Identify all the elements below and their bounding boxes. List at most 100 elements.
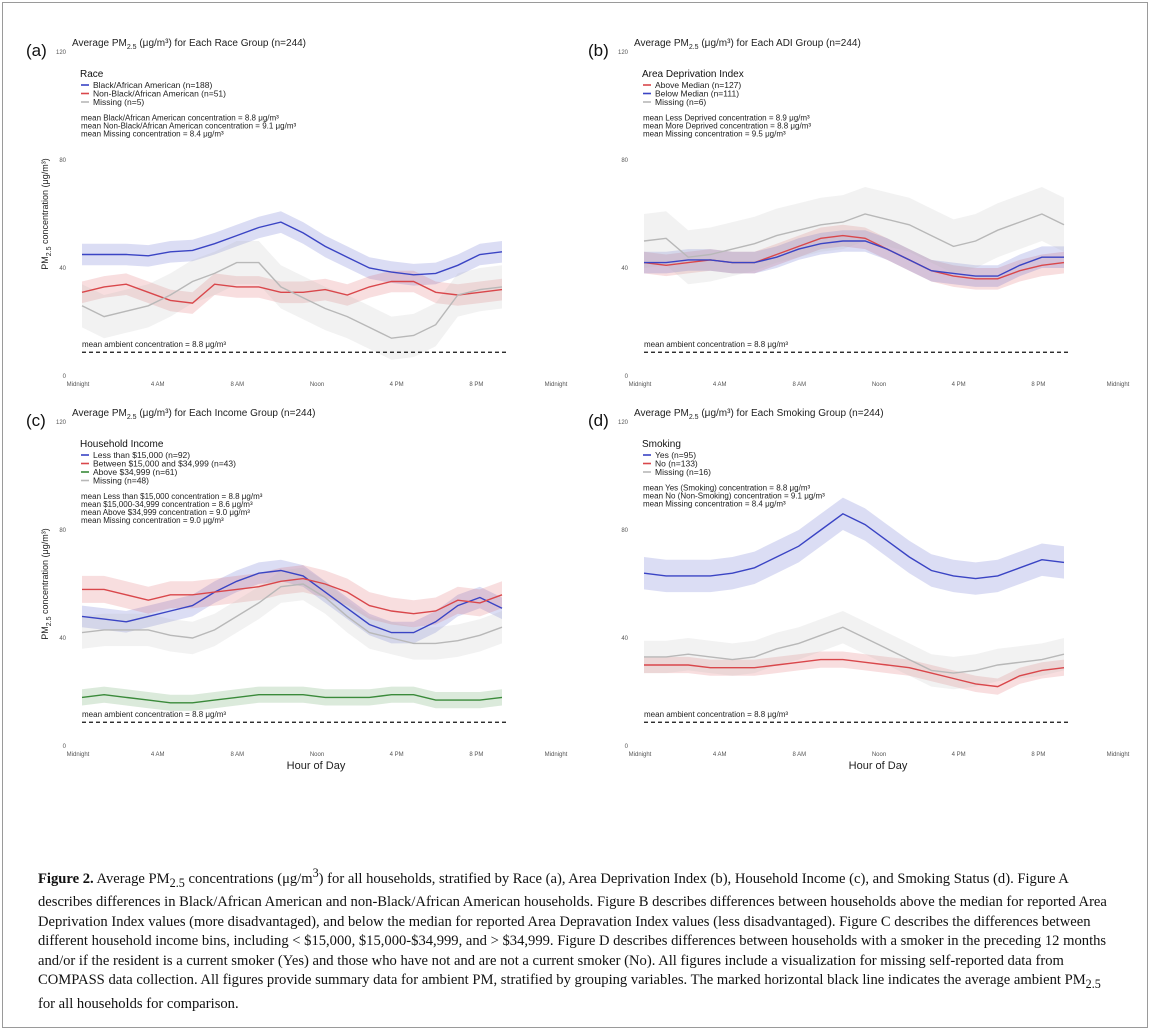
panel-title-part: (μg/m³) for Each Race Group (n=244) (137, 38, 306, 49)
mean-annotation: mean Less Deprived concentration = 8.9 μ… (643, 114, 810, 123)
x-tick-label: 4 PM (952, 382, 966, 388)
panel-title-part: Average PM (634, 408, 689, 419)
x-tick-label: 4 PM (390, 382, 404, 388)
legend-entry: Above $34,999 (n=61) (93, 467, 178, 477)
ambient-label: mean ambient concentration = 8.8 μg/m³ (644, 710, 788, 719)
panel-title-part: (μg/m³) for Each Smoking Group (n=244) (699, 408, 884, 419)
y-tick-label: 0 (63, 744, 67, 750)
legend-entry: Non-Black/African American (n=51) (93, 89, 226, 99)
x-tick-label: 8 PM (469, 752, 483, 758)
confidence-band (644, 497, 1064, 595)
y-axis-label-part: concentration (μg/m³) (40, 528, 50, 616)
ambient-label: mean ambient concentration = 8.8 μg/m³ (82, 340, 226, 349)
figure-caption: Figure 2. Average PM 2.5 concentrations (… (38, 864, 1118, 1014)
x-tick-label: Noon (310, 382, 324, 388)
panel-title-part: Average PM (72, 38, 127, 49)
mean-annotation: mean Yes (Smoking) concentration = 8.8 μ… (643, 484, 810, 493)
panel-title: Average PM2.5 (μg/m³) for Each ADI Group… (634, 38, 861, 51)
legend-entry: No (n=133) (655, 459, 698, 469)
y-tick-label: 80 (59, 158, 66, 164)
x-tick-label: 8 PM (1031, 382, 1045, 388)
x-tick-label: Noon (310, 752, 324, 758)
x-tick-label: Midnight (67, 382, 90, 388)
caption-text-b: concentrations (μg/m (184, 870, 313, 887)
caption-sup: 3 (312, 866, 319, 880)
panel-smoking: (d) Average PM2.5 (μg/m³) for Each Smokin… (584, 400, 1130, 772)
x-tick-label: 4 PM (390, 752, 404, 758)
series-line (82, 221, 503, 276)
mean-annotation: mean Black/African American concentratio… (81, 114, 279, 123)
confidence-band (644, 187, 1064, 285)
series-line (81, 261, 503, 339)
x-axis-label: Hour of Day (287, 760, 346, 772)
y-tick-label: 40 (59, 636, 66, 642)
panel-letter: (d) (588, 411, 609, 430)
panel-letter: (c) (26, 411, 46, 430)
legend-entry: Less than $15,000 (n=92) (93, 450, 190, 460)
caption-sub-2: 2.5 (1085, 977, 1101, 992)
x-tick-label: 4 AM (713, 382, 727, 388)
mean-annotation: mean More Deprived concentration = 8.8 μ… (643, 122, 811, 131)
x-tick-label: 4 AM (713, 752, 727, 758)
ambient-label: mean ambient concentration = 8.8 μg/m³ (644, 340, 788, 349)
confidence-band (644, 651, 1064, 695)
x-tick-label: 8 PM (469, 382, 483, 388)
chart-svg: (a) Average PM2.5 (μg/m³) for Each Race G… (26, 38, 568, 388)
y-tick-label: 40 (621, 266, 628, 272)
legend-entry: Missing (n=5) (93, 97, 144, 107)
chart-svg: (b) Average PM2.5 (μg/m³) for Each ADI Gr… (588, 38, 1130, 388)
y-tick-label: 80 (621, 158, 628, 164)
legend-entry: Above Median (n=127) (655, 80, 741, 90)
x-tick-label: 4 PM (952, 752, 966, 758)
series-line (644, 240, 1064, 277)
mean-annotation: mean Missing concentration = 9.5 μg/m³ (643, 130, 786, 139)
caption-text-a: Average PM (93, 870, 170, 887)
series-line (81, 569, 503, 634)
legend-entry: Below Median (n=111) (655, 89, 739, 99)
x-tick-label: Midnight (629, 382, 652, 388)
legend-title: Race (80, 69, 104, 80)
series-line (81, 693, 503, 704)
panel-letter: (a) (26, 41, 47, 60)
legend-title: Household Income (80, 439, 164, 450)
x-tick-label: Midnight (545, 752, 568, 758)
mean-annotation: mean Less than $15,000 concentration = 8… (81, 492, 263, 501)
panel-title-part: Average PM (634, 38, 689, 49)
mean-annotation: mean Above $34,999 concentration = 9.0 μ… (81, 508, 250, 517)
panel-title-part: (μg/m³) for Each Income Group (n=244) (137, 408, 316, 419)
x-tick-label: 4 AM (151, 752, 165, 758)
mean-annotation: mean $15,000-34,999 concentration = 8.6 … (81, 500, 253, 509)
y-tick-label: 80 (59, 528, 66, 534)
confidence-band (82, 686, 502, 711)
panel-title: Average PM2.5 (μg/m³) for Each Income Gr… (72, 408, 315, 421)
y-tick-label: 120 (56, 50, 67, 56)
legend-entry: Missing (n=6) (655, 97, 706, 107)
figure-label: Figure 2. (38, 870, 94, 887)
y-tick-label: 0 (63, 374, 67, 380)
panel-income: (c) Average PM2.5 (μg/m³) for Each Income… (22, 400, 568, 772)
ambient-label: mean ambient concentration = 8.8 μg/m³ (82, 710, 226, 719)
panel-title-part: (μg/m³) for Each ADI Group (n=244) (699, 38, 861, 49)
panel-title: Average PM2.5 (μg/m³) for Each Race Grou… (72, 38, 306, 51)
y-tick-label: 0 (625, 374, 629, 380)
series-line (81, 583, 503, 645)
panel-title-sub: 2.5 (689, 44, 699, 51)
series-line (643, 213, 1065, 258)
x-tick-label: Noon (872, 752, 886, 758)
legend-entry: Black/African American (n=188) (93, 80, 212, 90)
confidence-band (82, 211, 502, 286)
legend-entry: Between $15,000 and $34,999 (n=43) (93, 459, 236, 469)
confidence-band (82, 241, 502, 360)
legend-entry: Missing (n=16) (655, 467, 711, 477)
y-tick-label: 80 (621, 528, 628, 534)
chart-svg: (c) Average PM2.5 (μg/m³) for Each Income… (26, 408, 568, 772)
series-line (82, 577, 503, 615)
panel-title-sub: 2.5 (127, 44, 137, 51)
panel-letter: (b) (588, 41, 609, 60)
series-line (643, 512, 1065, 580)
panel-race: (a) Average PM2.5 (μg/m³) for Each Race G… (22, 30, 568, 402)
chart-svg: (d) Average PM2.5 (μg/m³) for Each Smokin… (588, 408, 1130, 772)
mean-annotation: mean No (Non-Smoking) concentration = 9.… (643, 492, 825, 501)
series-line (644, 626, 1065, 674)
